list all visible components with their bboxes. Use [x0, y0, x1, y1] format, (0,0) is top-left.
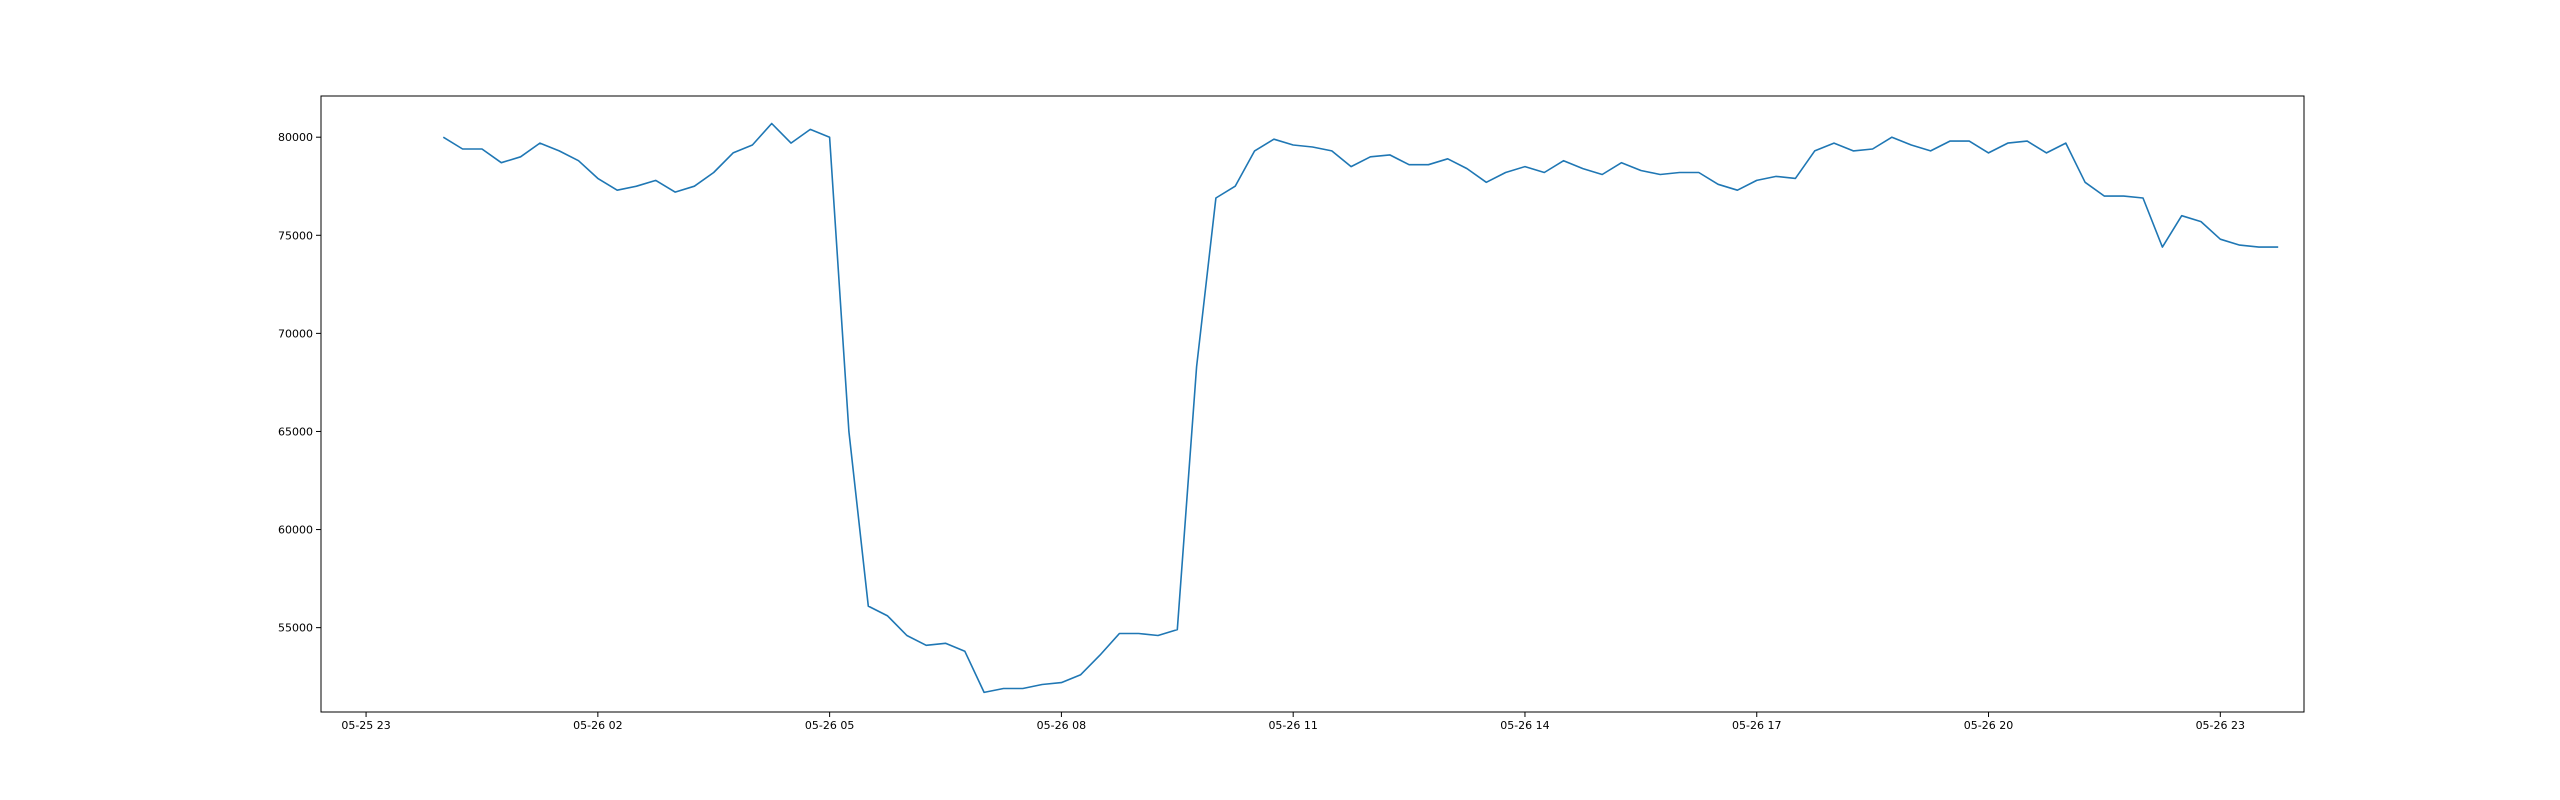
y-tick-label: 80000: [278, 131, 313, 144]
y-tick-label: 65000: [278, 425, 313, 438]
series-line-0: [443, 124, 2278, 693]
axes-frame: [321, 96, 2304, 712]
series-layer: [443, 124, 2278, 693]
x-tick-label: 05-26 08: [1037, 719, 1086, 732]
x-tick-label: 05-26 17: [1732, 719, 1781, 732]
x-axis: 05-25 23 05-26 02 05-26 05 05-26 08 05-26 11…: [341, 712, 2245, 732]
y-tick-label: 60000: [278, 524, 313, 537]
x-tick-label: 05-26 05: [805, 719, 854, 732]
x-tick-label: 05-26 02: [573, 719, 622, 732]
x-tick-label: 05-26 20: [1964, 719, 2013, 732]
y-tick-label: 55000: [278, 622, 313, 635]
y-axis: 55000 60000 65000 70000 75000 80000: [278, 131, 321, 634]
x-tick-label: 05-26 23: [2196, 719, 2245, 732]
y-tick-label: 70000: [278, 327, 313, 340]
plot-area: [321, 96, 2304, 712]
x-tick-label: 05-26 11: [1268, 719, 1317, 732]
y-tick-label: 75000: [278, 229, 313, 242]
x-tick-label: 05-25 23: [341, 719, 390, 732]
x-tick-label: 05-26 14: [1500, 719, 1549, 732]
